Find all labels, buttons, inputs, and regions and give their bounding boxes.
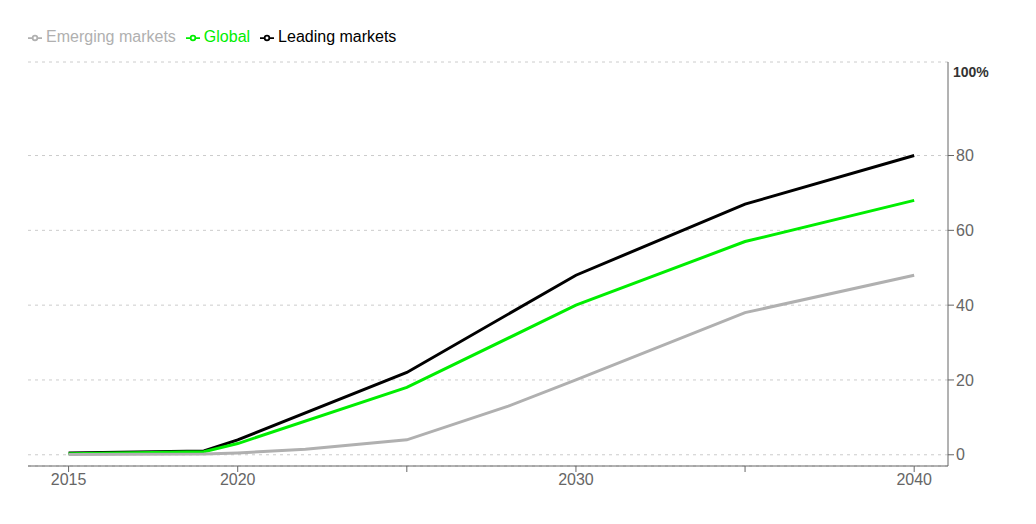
svg-text:60: 60 [956,222,974,239]
svg-text:0: 0 [956,446,965,463]
html-text:Leading markets: Leading markets [278,28,397,45]
svg-text:2030: 2030 [558,471,594,488]
svg-text:80: 80 [956,147,974,164]
html-text:Emerging markets: Emerging markets [46,28,176,45]
svg-text:2040: 2040 [896,471,932,488]
svg-text:20: 20 [956,372,974,389]
html-text:Global: Global [203,28,251,45]
svg-text:2020: 2020 [220,471,256,488]
svg-text:40: 40 [956,297,974,314]
svg-text:100%: 100% [953,64,989,80]
svg-text:2015: 2015 [51,471,87,488]
